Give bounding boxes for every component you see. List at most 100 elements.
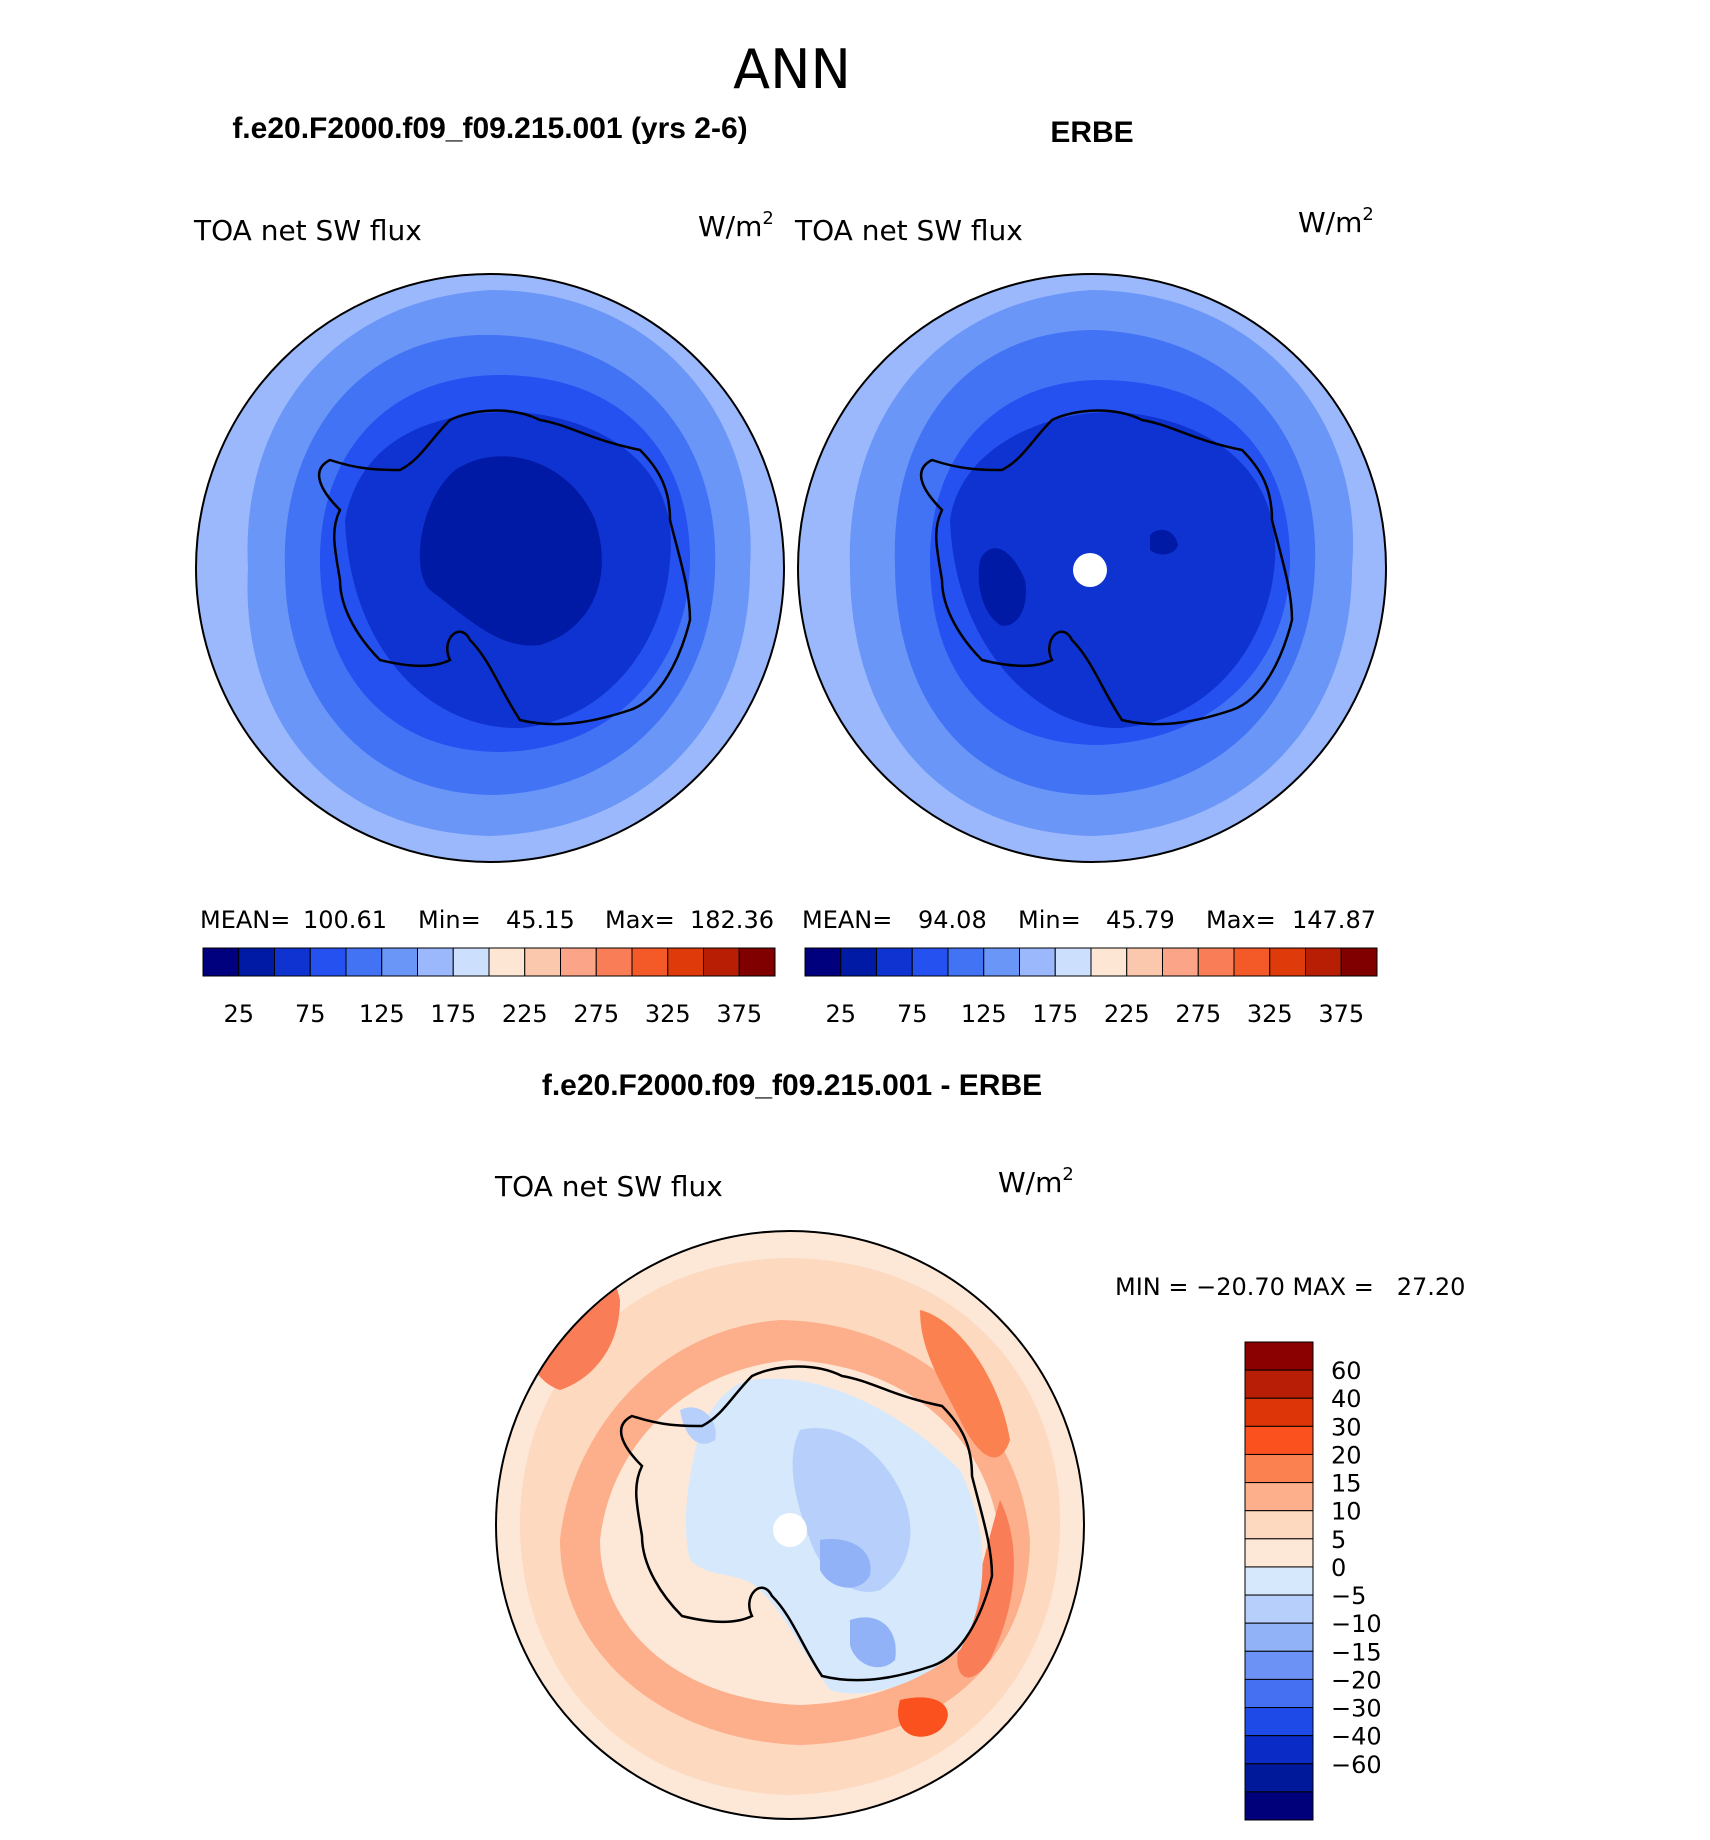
bottom-case-title: f.e20.F2000.f09_f09.215.001 - ERBE (542, 1069, 1042, 1102)
left-colorbar-tick-label: 375 (716, 1000, 762, 1028)
left-colorbar-swatch (202, 947, 240, 977)
difference-colorbar-swatch (1244, 1763, 1314, 1793)
left-colorbar-swatch (631, 947, 669, 977)
left-max-value: 182.36 (690, 906, 774, 934)
left-polar-map (196, 274, 784, 862)
left-colorbar-swatch (309, 947, 347, 977)
difference-colorbar-swatch (1244, 1369, 1314, 1399)
right-colorbar-swatch (840, 947, 877, 977)
diff-map-patch-m10-b (850, 1617, 896, 1668)
left-colorbar-tick-label: 75 (295, 1000, 326, 1028)
right-colorbar-swatch (1090, 947, 1128, 977)
left-map-border (195, 273, 785, 863)
difference-colorbar-swatch (1244, 1453, 1314, 1484)
right-colorbar-tick-label: 175 (1032, 1000, 1078, 1028)
difference-colorbar-tick-label: 0 (1331, 1554, 1346, 1582)
right-case-title: ERBE (1050, 116, 1133, 149)
difference-colorbar-tick-label: −40 (1331, 1723, 1382, 1751)
left-stats: MEAN= 100.61 Min= 45.15 Max= 182.36 (200, 906, 774, 934)
bottom-units-sup: 2 (1062, 1164, 1073, 1185)
left-map-contour-50 (419, 456, 602, 646)
right-mean-value: 94.08 (918, 906, 987, 934)
difference-colorbar-tick-label: −5 (1331, 1582, 1366, 1610)
difference-colorbar-tick-label: −10 (1331, 1610, 1382, 1638)
right-map-contour-75 (950, 411, 1276, 729)
left-map-coastline (318, 409, 692, 726)
difference-colorbar-swatch (1244, 1566, 1314, 1596)
difference-colorbar-tick-label: 10 (1331, 1498, 1362, 1526)
right-colorbar-swatch (1126, 947, 1163, 977)
right-map-coastline (920, 409, 1294, 726)
right-units-label: W/m2 (1298, 204, 1374, 239)
bottom-variable-label: TOA net SW flux (494, 1170, 723, 1203)
difference-colorbar-swatch (1244, 1397, 1314, 1427)
right-colorbar-swatch (1019, 947, 1056, 977)
right-colorbar-tick-label: 125 (961, 1000, 1007, 1028)
diff-map-patch-15-ne (920, 1310, 1010, 1458)
left-case-title: f.e20.F2000.f09_f09.215.001 (yrs 2-6) (232, 112, 747, 145)
difference-colorbar-tick-label: 5 (1331, 1526, 1346, 1554)
diff-map-coastline (620, 1365, 994, 1682)
left-colorbar-tick-label: 225 (502, 1000, 548, 1028)
bottom-units-label: W/m2 (998, 1164, 1074, 1199)
left-units-sup: 2 (762, 208, 773, 229)
left-colorbar-swatch (345, 947, 383, 977)
right-colorbar-tick-label: 325 (1247, 1000, 1293, 1028)
difference-colorbar-tick-label: 20 (1331, 1441, 1362, 1469)
right-colorbar-swatch (947, 947, 985, 977)
right-colorbar-swatch (804, 947, 842, 977)
right-colorbar-swatch (1269, 947, 1306, 977)
left-min-label: Min= (418, 906, 481, 934)
left-colorbar-swatch (238, 947, 275, 977)
left-colorbar-swatch (274, 947, 311, 977)
difference-colorbar-swatch (1244, 1482, 1314, 1512)
left-colorbar-tick-label: 325 (645, 1000, 691, 1028)
right-colorbar-swatch (1305, 947, 1342, 977)
right-max-value: 147.87 (1292, 906, 1376, 934)
left-units-text: W/m (698, 210, 762, 243)
left-variable-label: TOA net SW flux (193, 214, 422, 247)
right-min-value: 45.79 (1106, 906, 1175, 934)
difference-map-pole-hole (773, 1513, 807, 1547)
right-colorbar-tick-label: 275 (1175, 1000, 1221, 1028)
left-colorbar-swatch (452, 947, 490, 977)
right-colorbar-tick-label: 225 (1104, 1000, 1150, 1028)
right-colorbar-swatch (1162, 947, 1199, 977)
difference-colorbar-swatch (1244, 1510, 1314, 1540)
page-title: ANN (733, 38, 851, 101)
difference-colorbar-tick-label: 30 (1331, 1413, 1362, 1441)
right-max-label: Max= (1206, 906, 1276, 934)
right-colorbar-swatch (1340, 947, 1378, 977)
right-variable-label: TOA net SW flux (794, 214, 1023, 247)
left-units-label: W/m2 (698, 208, 774, 243)
right-mean-label: MEAN= (802, 906, 892, 934)
left-colorbar-tick-label: 275 (573, 1000, 619, 1028)
right-map-contour-50-b (1150, 529, 1178, 555)
right-colorbar-swatch (1197, 947, 1235, 977)
bottom-units-text: W/m (998, 1166, 1062, 1199)
left-min-value: 45.15 (506, 906, 575, 934)
right-colorbar: 25 75 125 175 225 275 325 375 (804, 947, 1378, 1028)
left-mean-label: MEAN= (200, 906, 290, 934)
difference-colorbar-tick-label: 40 (1331, 1385, 1362, 1413)
left-colorbar-swatch (417, 947, 454, 977)
left-colorbar-swatch (524, 947, 561, 977)
difference-colorbar-tick-label: −15 (1331, 1638, 1382, 1666)
left-colorbar-tick-label: 125 (359, 1000, 405, 1028)
left-colorbar-swatch (595, 947, 633, 977)
right-colorbar-tick-label: 375 (1318, 1000, 1364, 1028)
right-colorbar-swatch (876, 947, 913, 977)
difference-colorbar-swatch (1244, 1678, 1314, 1709)
left-colorbar: 25 75 125 175 225 275 325 375 (202, 947, 776, 1028)
right-colorbar-tick-label: 25 (825, 1000, 856, 1028)
right-polar-map (798, 274, 1386, 862)
right-colorbar-tick-label: 75 (897, 1000, 928, 1028)
difference-colorbar-swatch (1244, 1341, 1314, 1371)
diff-map-patch-15-e (957, 1500, 1014, 1678)
right-colorbar-swatch (983, 947, 1020, 977)
difference-colorbar-tick-label: −20 (1331, 1666, 1382, 1694)
bottom-minmax-label: MIN = −20.70 MAX = 27.20 (1115, 1273, 1465, 1301)
left-colorbar-tick-label: 175 (430, 1000, 476, 1028)
